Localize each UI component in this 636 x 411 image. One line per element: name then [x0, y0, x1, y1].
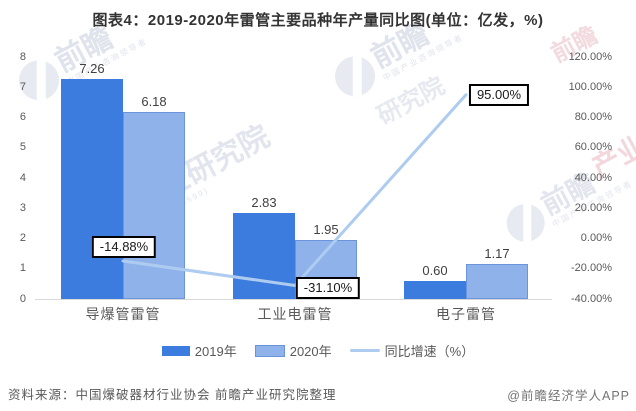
- watermark-texts: 前瞻 中国产业咨询领导者: [536, 153, 634, 229]
- bar-2019年-导爆管雷管: [61, 79, 123, 299]
- right-axis-tick: 100.00%: [568, 80, 612, 93]
- legend-label: 同比增速（%）: [384, 344, 475, 359]
- right-axis-tick: 80.00%: [574, 111, 612, 123]
- bar-value-label: 2.83: [251, 195, 277, 211]
- watermark-texts: 研究院: [373, 72, 450, 131]
- bar-value-label: 6.18: [141, 94, 167, 110]
- legend-label: 2020年: [289, 344, 332, 359]
- watermark-logo: 研究院: [373, 72, 450, 131]
- legend-bar-swatch: [254, 344, 285, 357]
- growth-label: 95.00%: [468, 83, 530, 106]
- legend-item-2020年: 2020年: [254, 341, 332, 360]
- bar-value-label: 1.17: [484, 245, 510, 261]
- legend-item-同比增速（%）: 同比增速（%）: [349, 341, 475, 360]
- legend-line-swatch: [349, 349, 380, 352]
- left-axis-tick: 4: [19, 171, 26, 184]
- left-axis-tick: 8: [19, 50, 26, 63]
- x-axis-line: [35, 299, 552, 300]
- legend-item-2019年: 2019年: [161, 341, 237, 360]
- left-axis-tick: 6: [19, 111, 26, 123]
- right-axis-tick: 40.00%: [574, 171, 612, 184]
- bar-value-label: 7.26: [79, 61, 105, 77]
- bar-2019年-电子雷管: [404, 280, 466, 299]
- bar-2019年-工业电雷管: [233, 213, 295, 299]
- left-axis-tick: 3: [19, 201, 26, 214]
- left-axis-tick: 1: [19, 262, 26, 275]
- bar-2020年-电子雷管: [466, 263, 528, 299]
- chart-title: 图表4：2019-2020年雷管主要品种年产量同比图(单位：亿发，%): [92, 12, 544, 29]
- right-axis-tick: -20.00%: [571, 262, 612, 275]
- right-axis-tick: -40.00%: [571, 292, 612, 305]
- category-label: 电子雷管: [436, 306, 496, 322]
- right-axis-tick: 60.00%: [574, 141, 612, 154]
- right-axis-tick: 0.00%: [580, 232, 612, 244]
- watermark-tagline-text: 中国产业咨询领导者: [381, 32, 466, 83]
- watermark-circle-icon: [328, 49, 383, 104]
- category-label: 工业电雷管: [257, 306, 333, 322]
- credit-note: @前瞻经济学人APP: [507, 389, 630, 403]
- bar-2020年-导爆管雷管: [123, 112, 185, 299]
- category-label: 导爆管雷管: [85, 306, 161, 322]
- left-axis-tick: 7: [19, 80, 26, 93]
- right-axis-tick: 20.00%: [574, 201, 612, 214]
- growth-label: -31.10%: [295, 276, 361, 299]
- right-axis-tick: 120.00%: [568, 50, 612, 63]
- growth-label: -14.88%: [91, 236, 157, 258]
- bar-value-label: 1.95: [313, 222, 339, 237]
- legend-bar-swatch: [161, 345, 190, 356]
- source-note: 资料来源：中国爆破器材行业协会 前瞻产业研究院整理: [8, 388, 337, 402]
- watermark-circle-icon: [500, 197, 552, 249]
- left-axis-tick: 2: [19, 232, 26, 244]
- left-axis-tick: 0: [19, 292, 26, 305]
- legend-label: 2019年: [194, 344, 237, 359]
- bar-value-label: 0.60: [422, 262, 448, 278]
- legend: 2019年 2020年 同比增速（%）: [0, 341, 636, 360]
- watermark-brand-text: 研究院: [373, 72, 450, 131]
- left-axis-tick: 5: [19, 141, 26, 154]
